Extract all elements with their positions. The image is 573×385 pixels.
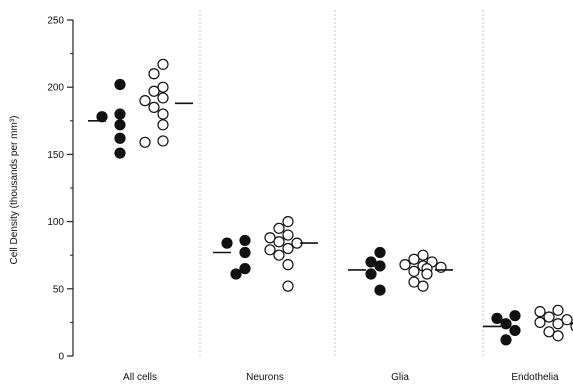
open-point — [408, 253, 420, 265]
category-labels: All cells Neurons Glia Endothelia — [123, 372, 559, 383]
open-point — [417, 249, 429, 261]
filled-point — [374, 284, 386, 296]
open-point — [282, 229, 294, 241]
open-point — [264, 244, 276, 256]
filled-point — [114, 108, 126, 120]
filled-point — [491, 312, 503, 324]
y-ticks: 0 50 100 150 200 250 — [47, 16, 73, 363]
open-point — [148, 101, 160, 113]
open-point — [157, 81, 169, 93]
filled-point — [114, 119, 126, 131]
open-point — [157, 58, 169, 70]
open-point — [148, 68, 160, 80]
filled-point — [509, 324, 521, 337]
filled-point — [509, 310, 521, 322]
y-tick-label: 200 — [47, 83, 64, 94]
open-point — [148, 85, 160, 97]
open-point — [273, 222, 285, 234]
open-point — [282, 216, 294, 228]
filled-point — [374, 246, 386, 259]
category-label: Glia — [391, 372, 409, 383]
open-point — [264, 232, 276, 244]
open-point — [534, 316, 546, 328]
open-point — [282, 242, 294, 255]
open-point — [273, 249, 285, 261]
open-point — [552, 330, 564, 342]
category-label: All cells — [123, 372, 157, 383]
filled-point — [239, 263, 251, 275]
category-dividers — [199, 10, 484, 356]
category-label: Endothelia — [511, 372, 559, 383]
y-tick-label: 50 — [53, 284, 65, 295]
y-tick-label: 150 — [47, 150, 64, 161]
filled-point — [96, 111, 108, 123]
filled-point — [500, 334, 512, 346]
open-point — [561, 314, 573, 326]
filled-point — [239, 246, 251, 259]
filled-point — [239, 234, 251, 247]
open-point — [282, 259, 294, 271]
open-point — [417, 280, 429, 292]
filled-point — [114, 78, 126, 91]
open-point — [399, 259, 411, 271]
filled-point — [500, 318, 512, 330]
filled-point — [221, 237, 233, 249]
open-point — [273, 236, 285, 248]
data-marks — [88, 58, 573, 346]
filled-point — [114, 132, 126, 144]
open-point — [552, 318, 564, 330]
filled-point — [114, 147, 126, 159]
filled-point — [374, 260, 386, 272]
filled-point — [230, 268, 242, 280]
category-label: Neurons — [246, 372, 284, 383]
open-point — [282, 280, 294, 292]
open-point — [552, 304, 564, 316]
open-point — [139, 136, 151, 148]
open-point — [157, 108, 169, 120]
open-point — [421, 268, 433, 280]
filled-point — [365, 256, 377, 268]
open-point — [543, 326, 555, 338]
open-point — [139, 95, 151, 107]
open-point — [157, 92, 169, 104]
y-tick-label: 250 — [47, 16, 64, 27]
open-point — [435, 261, 447, 273]
open-point — [534, 306, 546, 318]
filled-point — [365, 268, 377, 280]
y-tick-label: 0 — [58, 352, 64, 363]
open-point — [408, 276, 420, 288]
y-tick-label: 100 — [47, 217, 64, 228]
y-axis-label: Cell Density (thousands per mm³) — [9, 116, 20, 265]
open-point — [157, 119, 169, 131]
open-point — [157, 135, 169, 147]
open-point — [408, 265, 420, 277]
open-point — [543, 311, 555, 323]
